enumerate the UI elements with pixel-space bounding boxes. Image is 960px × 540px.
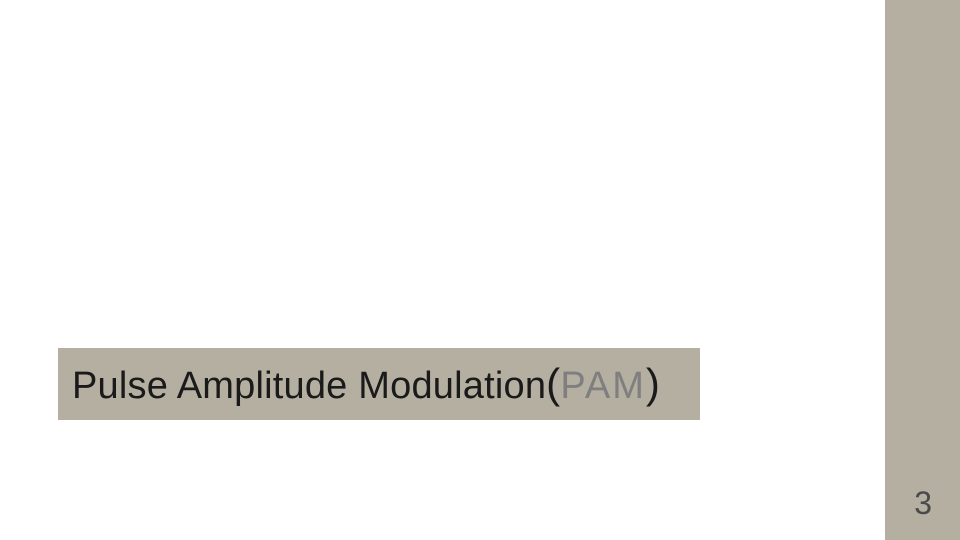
slide-title: Pulse Amplitude Modulation(PAM) (72, 360, 660, 408)
right-sidebar-accent (885, 0, 960, 540)
title-band: Pulse Amplitude Modulation(PAM) (58, 348, 700, 420)
title-close-paren: ) (646, 360, 660, 407)
title-main-text: Pulse Amplitude Modulation (72, 365, 546, 407)
title-open-paren: ( (546, 360, 560, 407)
page-number: 3 (914, 485, 932, 522)
title-abbreviation: PAM (560, 365, 646, 407)
